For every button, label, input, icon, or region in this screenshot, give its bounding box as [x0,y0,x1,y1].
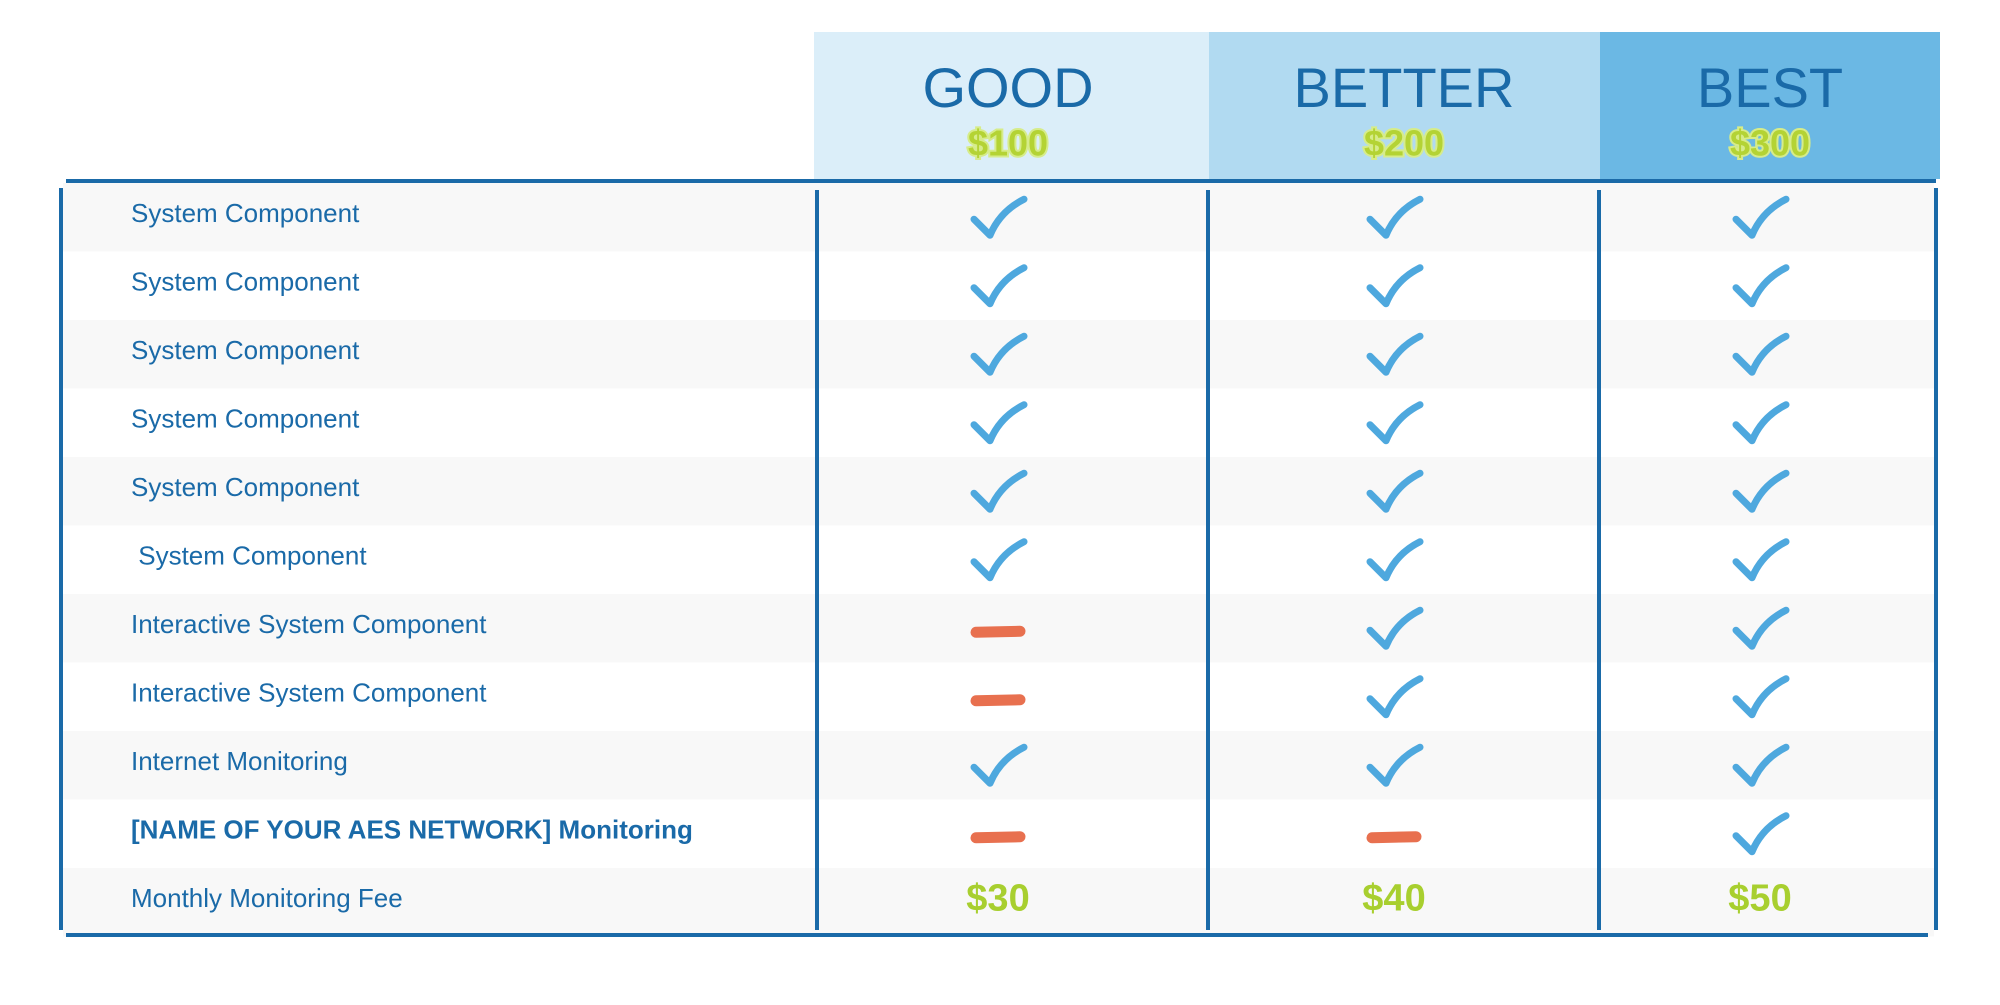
plan-name: BETTER [1294,56,1515,119]
check-icon [1732,606,1790,650]
row-label: System Component [131,541,367,571]
row-label: System Component [131,267,360,297]
plan-header-bg [814,32,1209,179]
row-label: [NAME OF YOUR AES NETWORK] Monitoring [131,815,693,845]
dash-icon [970,831,1026,844]
check-icon [1732,195,1790,239]
content: GOOD$100 BETTER$200 BEST$300 System Compone… [131,56,1843,919]
row-label: System Component [131,404,360,434]
plan-price: $100 [968,123,1048,164]
check-icon [1366,264,1424,308]
plan-header-bg [1600,32,1940,179]
check-icon [970,538,1028,582]
check-icon [970,332,1028,376]
check-icon [1732,675,1790,719]
check-icon [970,743,1028,787]
check-icon [1366,743,1424,787]
check-icon [1732,401,1790,445]
check-icon [970,264,1028,308]
row-label: System Component [131,198,360,228]
check-icon [1366,195,1424,239]
check-icon [1732,743,1790,787]
check-icon [970,195,1028,239]
plan-header-bg [1209,32,1600,179]
check-icon [1732,264,1790,308]
row-label: System Component [131,335,360,365]
row-label: Internet Monitoring [131,746,348,776]
plan-price: $200 [1364,123,1444,164]
check-icon [1366,606,1424,650]
fee: $50 [1728,877,1791,919]
fee: $30 [966,877,1029,919]
row-label: System Component [131,472,360,502]
row-label: Monthly Monitoring Fee [131,883,403,913]
check-icon [1732,469,1790,513]
check-icon [1366,401,1424,445]
plan-price: $300 [1730,123,1810,164]
check-icon [1732,812,1790,856]
plan-name: GOOD [922,56,1093,119]
check-icon [970,469,1028,513]
check-icon [1366,332,1424,376]
check-icon [1366,675,1424,719]
plan-name: BEST [1697,56,1843,119]
check-icon [1366,469,1424,513]
check-icon [970,401,1028,445]
check-icon [1366,538,1424,582]
row-label: Interactive System Component [131,609,487,639]
row-bg [63,868,1934,937]
row-label: Interactive System Component [131,678,487,708]
check-icon [1732,332,1790,376]
dash-icon [1366,831,1422,844]
dash-icon [970,694,1026,707]
dash-icon [970,625,1026,638]
fee: $40 [1362,877,1425,919]
check-icon [1732,538,1790,582]
